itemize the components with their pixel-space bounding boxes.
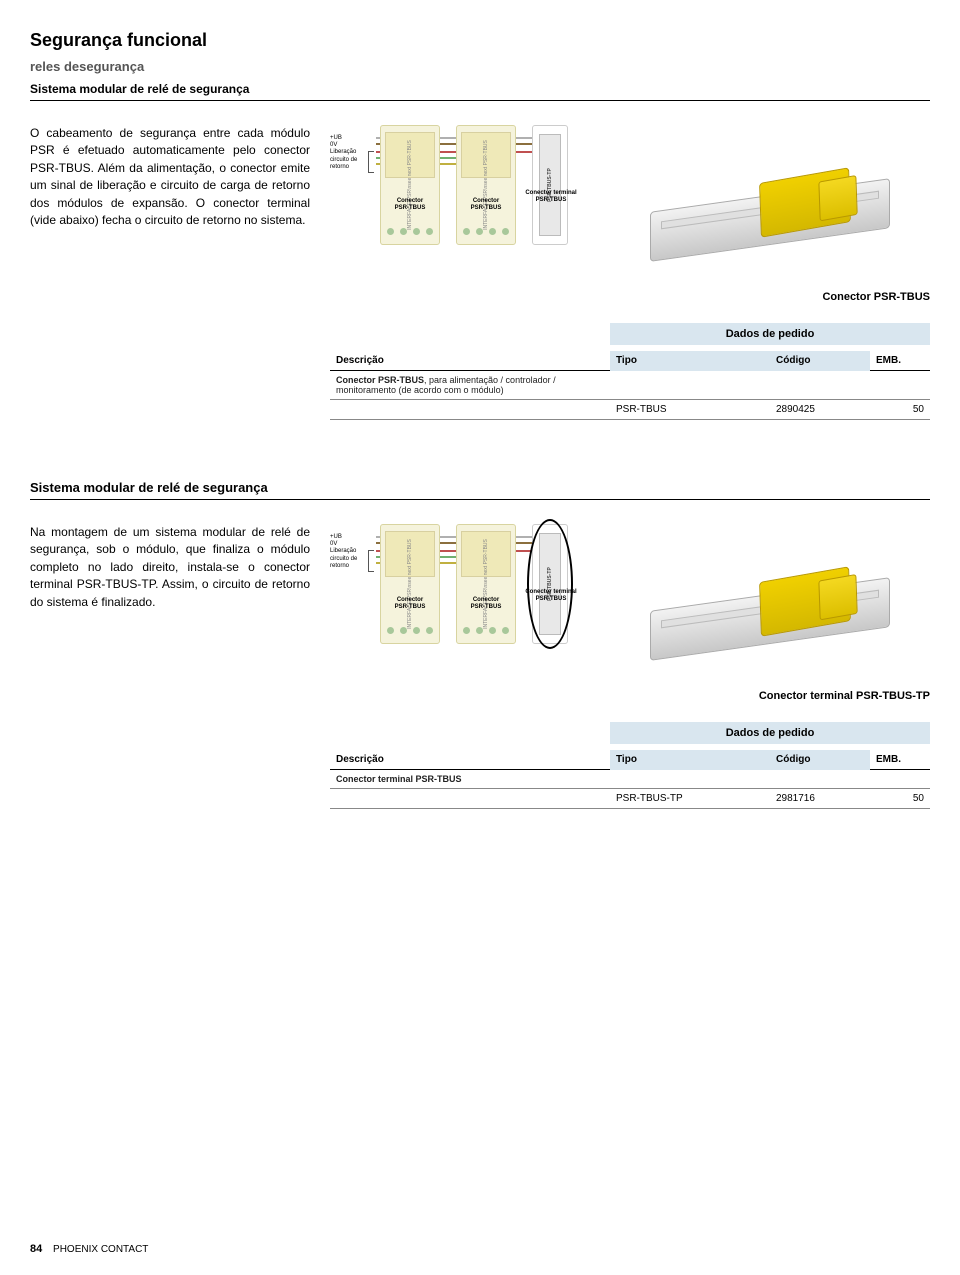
section2-title: Sistema modular de relé de segurança — [30, 480, 930, 495]
page-title: Segurança funcional — [30, 30, 930, 51]
col-cod: Código — [770, 351, 870, 371]
col-desc: Descrição — [330, 351, 610, 371]
terminal-caption: Conector terminal PSR-TBUS — [519, 190, 583, 203]
section2-order-block: Dados de pedido Descrição Tipo Código EM… — [330, 722, 930, 809]
footer: 84 PHOENIX CONTACT — [30, 1243, 148, 1255]
terminal-vtext: PSR-TBUS-TP — [547, 567, 553, 601]
module-caption: Conector PSR-TBUS — [381, 597, 439, 610]
section2-diagram: +UB 0V Liberação circuito de retorno INT… — [330, 524, 620, 674]
diagram-module: INTERFACE-PSR\nsee next PSR-TBUS Conecto… — [456, 524, 516, 644]
diag-lbl: +UB — [330, 135, 357, 142]
table-row: PSR-TBUS 2890425 50 — [330, 400, 930, 420]
desc-bold: Conector PSR-TBUS — [336, 375, 424, 385]
diagram-bracket — [368, 550, 374, 572]
section-1: O cabeamento de segurança entre cada mód… — [30, 125, 930, 420]
cell-empty — [770, 770, 870, 789]
cell-desc: Conector PSR-TBUS, para alimentação / co… — [330, 371, 610, 400]
diag-lbl: retorno — [330, 563, 357, 570]
section1-order-block: Dados de pedido Descrição Tipo Código EM… — [330, 323, 930, 420]
cell-empty — [610, 770, 770, 789]
section1-body: O cabeamento de segurança entre cada mód… — [30, 125, 310, 229]
col-emb: EMB. — [870, 351, 930, 371]
module-caption: Conector PSR-TBUS — [457, 597, 515, 610]
col-emb: EMB. — [870, 750, 930, 770]
module-caption: Conector PSR-TBUS — [457, 198, 515, 211]
photo-caption: Conector terminal PSR-TBUS-TP — [640, 690, 930, 702]
col-tipo: Tipo — [610, 351, 770, 371]
order-table: Descrição Tipo Código EMB. Conector term… — [330, 750, 930, 809]
product-photo — [640, 125, 900, 285]
order-title: Dados de pedido — [610, 722, 930, 744]
section-2: Na montagem de um sistema modular de rel… — [30, 524, 930, 809]
diag-lbl: +UB — [330, 534, 357, 541]
diagram-module: INTERFACE-PSR\nsee next PSR-TBUS Conecto… — [456, 125, 516, 245]
page-sub2: Sistema modular de relé de segurança — [30, 82, 930, 96]
cell-cod: 2890425 — [770, 400, 870, 420]
diagram-side-labels: +UB 0V Liberação circuito de retorno — [330, 534, 357, 570]
section2-body: Na montagem de um sistema modular de rel… — [30, 524, 310, 611]
diagram-terminal-module: PSR-TBUS-TP Conector terminal PSR-TBUS — [532, 125, 568, 245]
section2-photo-col: Conector terminal PSR-TBUS-TP — [640, 524, 930, 702]
cell-empty — [330, 789, 610, 809]
photo-caption: Conector PSR-TBUS — [640, 291, 930, 303]
diag-lbl: Liberação — [330, 548, 357, 555]
col-desc: Descrição — [330, 750, 610, 770]
page-number: 84 — [30, 1243, 42, 1255]
table-header-row: Descrição Tipo Código EMB. — [330, 750, 930, 770]
desc-bold: Conector terminal PSR-TBUS — [336, 774, 462, 784]
table-header-row: Descrição Tipo Código EMB. — [330, 351, 930, 371]
diagram-module: INTERFACE-PSR\nsee next PSR-TBUS Conecto… — [380, 524, 440, 644]
cell-tipo: PSR-TBUS-TP — [610, 789, 770, 809]
cell-empty — [610, 371, 770, 400]
module-vtext: INTERFACE-PSR\nsee next PSR-TBUS — [483, 539, 489, 629]
diag-lbl: retorno — [330, 164, 357, 171]
col-cod: Código — [770, 750, 870, 770]
header-divider — [30, 100, 930, 101]
order-table: Descrição Tipo Código EMB. Conector PSR-… — [330, 351, 930, 420]
module-vtext: INTERFACE-PSR\nsee next PSR-TBUS — [407, 140, 413, 230]
cell-empty — [770, 371, 870, 400]
section1-diagram: +UB 0V Liberação circuito de retorno INT… — [330, 125, 620, 275]
diag-lbl: 0V — [330, 541, 357, 548]
order-title: Dados de pedido — [610, 323, 930, 345]
diag-lbl: circuito de — [330, 157, 357, 164]
table-row: PSR-TBUS-TP 2981716 50 — [330, 789, 930, 809]
cell-tipo: PSR-TBUS — [610, 400, 770, 420]
page-subtitle: reles desegurança — [30, 59, 930, 74]
terminal-caption: Conector terminal PSR-TBUS — [519, 589, 583, 602]
cell-emb: 50 — [870, 400, 930, 420]
cell-desc: Conector terminal PSR-TBUS — [330, 770, 610, 789]
diag-lbl: Liberação — [330, 149, 357, 156]
module-vtext: INTERFACE-PSR\nsee next PSR-TBUS — [483, 140, 489, 230]
module-caption: Conector PSR-TBUS — [381, 198, 439, 211]
footer-brand: PHOENIX CONTACT — [53, 1244, 148, 1255]
diagram-bracket — [368, 151, 374, 173]
cell-empty — [870, 371, 930, 400]
col-tipo: Tipo — [610, 750, 770, 770]
cell-empty — [870, 770, 930, 789]
section2-divider — [30, 499, 930, 500]
diagram-modules: INTERFACE-PSR\nsee next PSR-TBUS Conecto… — [380, 524, 568, 644]
section1-photo-col: Conector PSR-TBUS — [640, 125, 930, 303]
diagram-module: INTERFACE-PSR\nsee next PSR-TBUS Conecto… — [380, 125, 440, 245]
table-row: Conector PSR-TBUS, para alimentação / co… — [330, 371, 930, 400]
product-photo — [640, 524, 900, 684]
cell-empty — [330, 400, 610, 420]
diag-lbl: circuito de — [330, 556, 357, 563]
diagram-modules: INTERFACE-PSR\nsee next PSR-TBUS Conecto… — [380, 125, 568, 245]
module-vtext: INTERFACE-PSR\nsee next PSR-TBUS — [407, 539, 413, 629]
cell-emb: 50 — [870, 789, 930, 809]
table-row: Conector terminal PSR-TBUS — [330, 770, 930, 789]
diagram-side-labels: +UB 0V Liberação circuito de retorno — [330, 135, 357, 171]
diagram-terminal-module-circled: PSR-TBUS-TP Conector terminal PSR-TBUS — [532, 524, 568, 644]
cell-cod: 2981716 — [770, 789, 870, 809]
diag-lbl: 0V — [330, 142, 357, 149]
